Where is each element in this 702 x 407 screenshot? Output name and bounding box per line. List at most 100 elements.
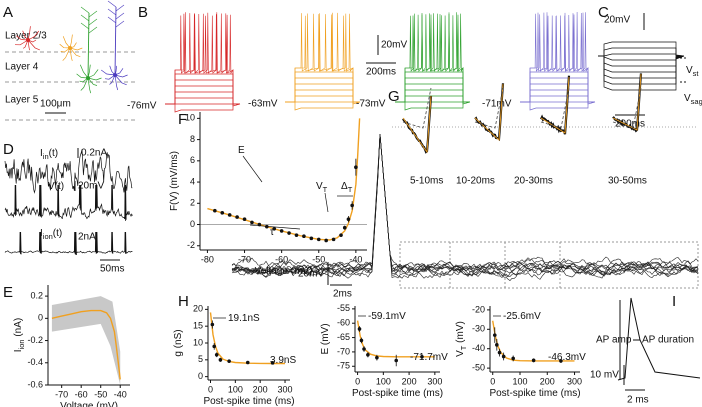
y-tick-label: -0.4	[27, 357, 43, 367]
y-tick-label: 8	[190, 134, 195, 144]
text-part: (mV)	[455, 321, 466, 345]
dendrite	[114, 74, 127, 86]
dendrite	[79, 64, 89, 79]
window-label: 30-50ms	[608, 176, 647, 187]
v-st-label: Vst	[686, 65, 699, 79]
annotation: -46.3mV	[548, 352, 586, 363]
x-tick-label: 200	[402, 376, 417, 386]
apical-dendrite	[87, 12, 90, 79]
x-tick-label: 100	[228, 384, 243, 394]
x-tick-label: -50	[312, 254, 325, 264]
step-trace	[598, 47, 685, 57]
subscript: sag	[691, 97, 702, 106]
panel-label: H	[178, 293, 189, 310]
text-part: (nA)	[13, 318, 24, 340]
text-part: V	[686, 65, 693, 76]
x-tick-label: 200	[540, 376, 555, 386]
dendrite	[69, 47, 81, 58]
dendrite	[109, 74, 116, 85]
text-part: E (mV)	[320, 323, 331, 354]
step-trace	[285, 71, 360, 103]
data-point	[495, 343, 499, 347]
y-tick-label: 15	[193, 321, 203, 331]
ion-current-trace	[4, 231, 133, 256]
annotation-arrow	[242, 155, 263, 183]
step-trace	[165, 85, 240, 105]
data-point	[294, 233, 299, 237]
x-tick-label: 0	[355, 376, 360, 386]
data-point	[394, 358, 399, 363]
data-point	[362, 347, 366, 351]
step-trace	[598, 55, 685, 73]
text-part: 3.9nS	[270, 355, 296, 366]
x-axis-label: Post-spike time (ms)	[352, 388, 443, 399]
overlay-trace	[231, 133, 699, 277]
data-point	[227, 213, 232, 217]
x-tick-label: 0	[208, 384, 213, 394]
rest-potential: -76mV	[127, 101, 157, 112]
step-trace	[520, 83, 595, 103]
rest-potential: -63mV	[248, 99, 278, 110]
step-trace	[285, 95, 360, 103]
y-tick-label: -70	[337, 346, 350, 356]
text-part: 19.1nS	[228, 313, 260, 324]
overlay-trace	[231, 133, 699, 278]
panel-label: F	[178, 111, 187, 128]
dendrite	[59, 43, 71, 49]
overlay-trace	[231, 133, 699, 279]
dendrite	[80, 77, 89, 91]
text-part: Post-spike time (ms)	[489, 388, 580, 399]
panel-label: G	[388, 88, 400, 105]
text-part: E	[238, 145, 245, 156]
y-tick-label: 20	[193, 304, 203, 314]
soma	[26, 38, 30, 42]
text-part: -25.6mV	[503, 311, 541, 322]
step-trace	[285, 101, 360, 111]
dendrite	[27, 39, 40, 51]
step-trace	[395, 71, 470, 103]
dendrite	[62, 36, 71, 49]
scale-label: 200ms	[366, 67, 396, 78]
y-tick-label: 10	[185, 113, 195, 123]
data-point	[331, 237, 336, 242]
dendrite	[115, 4, 125, 12]
text-part: (t)	[49, 148, 58, 159]
data-point	[354, 165, 358, 169]
data-point	[357, 327, 362, 331]
soma	[68, 46, 72, 50]
text-part: Voltage (mV)	[60, 401, 118, 407]
y-tick-label: 0.2	[30, 290, 43, 300]
x-tick-label: -70	[55, 389, 68, 399]
x-tick-label: -60	[275, 254, 288, 264]
dendrite	[87, 69, 99, 79]
subscript: st	[693, 69, 700, 78]
overlay-trace	[231, 133, 699, 282]
fit-curve	[402, 95, 432, 154]
panel-label: E	[3, 284, 13, 301]
prediction	[402, 87, 432, 129]
text-part: V(t)	[48, 181, 64, 192]
data-point	[531, 358, 536, 363]
x-tick-label: -70	[238, 254, 251, 264]
dendrite	[115, 20, 125, 28]
text-part: -46.3mV	[548, 352, 586, 363]
scale-label: 2 ms	[627, 395, 649, 406]
x-tick-label: 100	[512, 376, 527, 386]
annotation: -25.6mV	[503, 311, 541, 322]
window-label: 20-30ms	[514, 176, 553, 187]
overlay-trace	[231, 133, 699, 278]
text-part: Voltage (mV)	[255, 266, 313, 277]
dendrite	[69, 47, 83, 51]
overlay-trace	[231, 133, 699, 277]
x-tick-label: 100	[376, 376, 391, 386]
dendrite	[80, 6, 90, 14]
step-trace	[520, 101, 595, 111]
spiking-trace	[520, 12, 596, 105]
trace-label: V(t)	[48, 181, 64, 192]
spiking-trace	[285, 12, 361, 105]
x-tick-label: 0	[490, 376, 495, 386]
x-tick-label: -50	[94, 389, 107, 399]
data-point	[366, 352, 370, 357]
data-point	[342, 225, 347, 230]
panel-label: A	[3, 4, 13, 21]
